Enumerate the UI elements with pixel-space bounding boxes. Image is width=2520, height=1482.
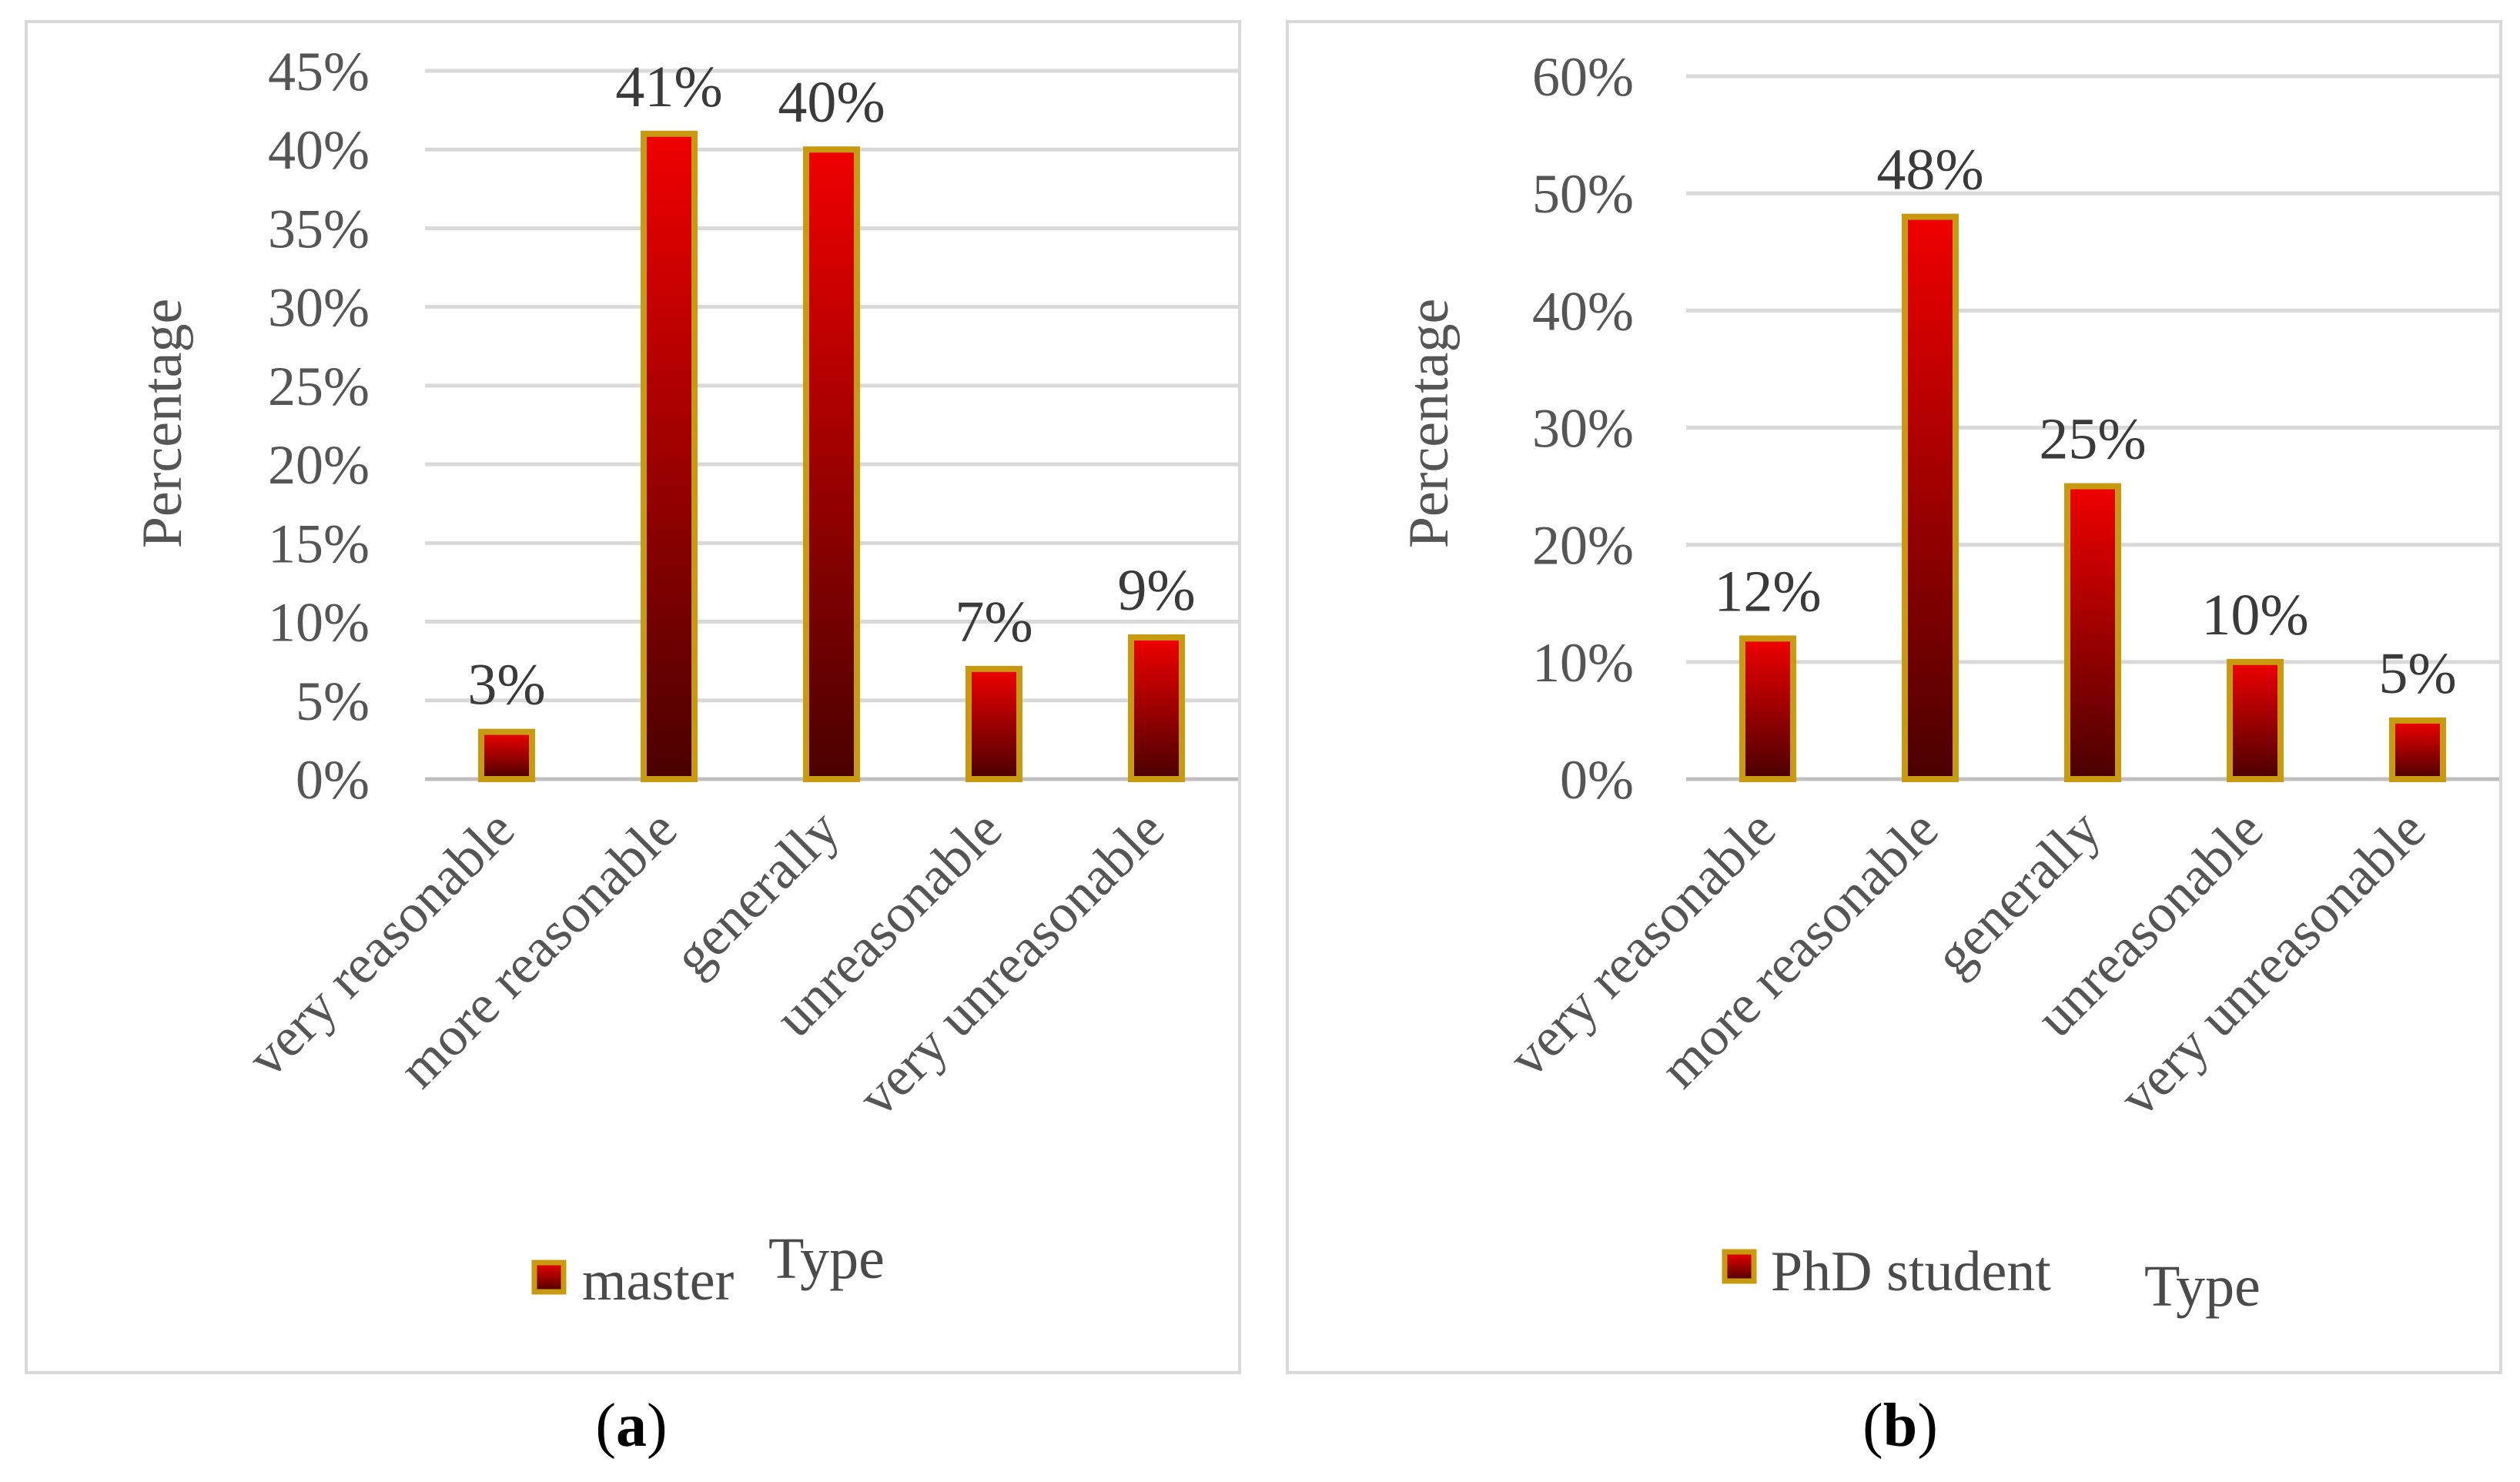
- chart-frame-b: [1286, 20, 2502, 1374]
- bar-generally: [803, 146, 860, 782]
- bars-b: [1739, 213, 2446, 783]
- y-tick-label: 0%: [1560, 749, 1634, 811]
- y-tick-label: 20%: [268, 434, 370, 496]
- bar-very-reasonable: [478, 728, 535, 783]
- data-label: 48%: [1876, 138, 1983, 202]
- data-labels-b: 12% 48% 25% 10% 5%: [1714, 138, 2456, 706]
- data-label: 3%: [467, 653, 545, 718]
- y-axis-title-a: Percentage: [131, 299, 194, 549]
- bar-generally: [2064, 483, 2121, 782]
- y-tick-label: 60%: [1532, 46, 1634, 108]
- bar-very-unreasonable: [2389, 717, 2446, 783]
- chart-panel-a: 0% 5% 10% 15% 20% 25% 30% 35% 40% 45% 3% 41% 40% 7% 9…: [25, 20, 1241, 1460]
- data-label: 10%: [2201, 583, 2308, 647]
- bar-more-reasonable: [641, 130, 698, 782]
- bars-a: [478, 130, 1185, 783]
- panel-caption-b: (b): [1862, 1392, 1938, 1460]
- chart-frame-a: [25, 20, 1241, 1374]
- legend-label-a: master: [582, 1249, 734, 1313]
- y-axis-title-b: Percentage: [1397, 299, 1461, 549]
- x-axis-title-a: Type: [768, 1226, 885, 1291]
- legend-swatch-a: [531, 1260, 567, 1295]
- data-label: 41%: [615, 55, 722, 119]
- y-tick-label: 25%: [268, 356, 370, 417]
- y-tick-label: 15%: [268, 513, 370, 574]
- bar-very-unreasonable: [1128, 634, 1185, 782]
- panel-caption-a: (a): [595, 1392, 667, 1460]
- y-tick-label: 10%: [268, 592, 370, 654]
- y-tick-label: 40%: [268, 119, 370, 181]
- legend-swatch-b: [1722, 1249, 1757, 1284]
- y-tick-label: 5%: [296, 671, 370, 732]
- data-label: 9%: [1117, 558, 1195, 623]
- data-label: 5%: [2378, 641, 2456, 706]
- bar-very-reasonable: [1739, 635, 1796, 783]
- y-ticks-b: 0% 10% 20% 30% 40% 50% 60%: [1532, 46, 1634, 811]
- bar-unreasonable: [965, 665, 1022, 783]
- legend-label-b: PhD student: [1771, 1240, 2051, 1303]
- y-tick-label: 10%: [1532, 632, 1634, 694]
- bar-more-reasonable: [1902, 213, 1959, 783]
- y-tick-label: 30%: [1532, 398, 1634, 460]
- data-label: 40%: [778, 70, 885, 135]
- y-tick-label: 40%: [1532, 280, 1634, 342]
- bar-unreasonable: [2227, 658, 2284, 782]
- x-category-label: very unreasonable: [846, 798, 1176, 1128]
- x-category-label: very unreasonable: [2107, 798, 2437, 1128]
- y-ticks-a: 0% 5% 10% 15% 20% 25% 30% 35% 40% 45%: [268, 41, 370, 811]
- y-tick-label: 50%: [1532, 163, 1634, 225]
- y-tick-label: 45%: [268, 41, 370, 102]
- y-tick-label: 35%: [268, 198, 370, 259]
- data-labels-a: 3% 41% 40% 7% 9%: [467, 55, 1195, 718]
- y-tick-label: 30%: [268, 277, 370, 339]
- data-label: 25%: [2039, 407, 2146, 472]
- x-category-label: more reasonable: [1648, 798, 1950, 1100]
- x-axis-title-b: Type: [2144, 1254, 2261, 1319]
- y-tick-label: 0%: [296, 749, 370, 811]
- y-tick-label: 20%: [1532, 515, 1634, 577]
- data-label: 12%: [1714, 559, 1821, 624]
- x-category-label: more reasonable: [387, 798, 689, 1100]
- chart-panel-b: 0% 10% 20% 30% 40% 50% 60% 12% 48% 25% 10% 5% very…: [1286, 20, 2502, 1460]
- data-label: 7%: [955, 590, 1032, 654]
